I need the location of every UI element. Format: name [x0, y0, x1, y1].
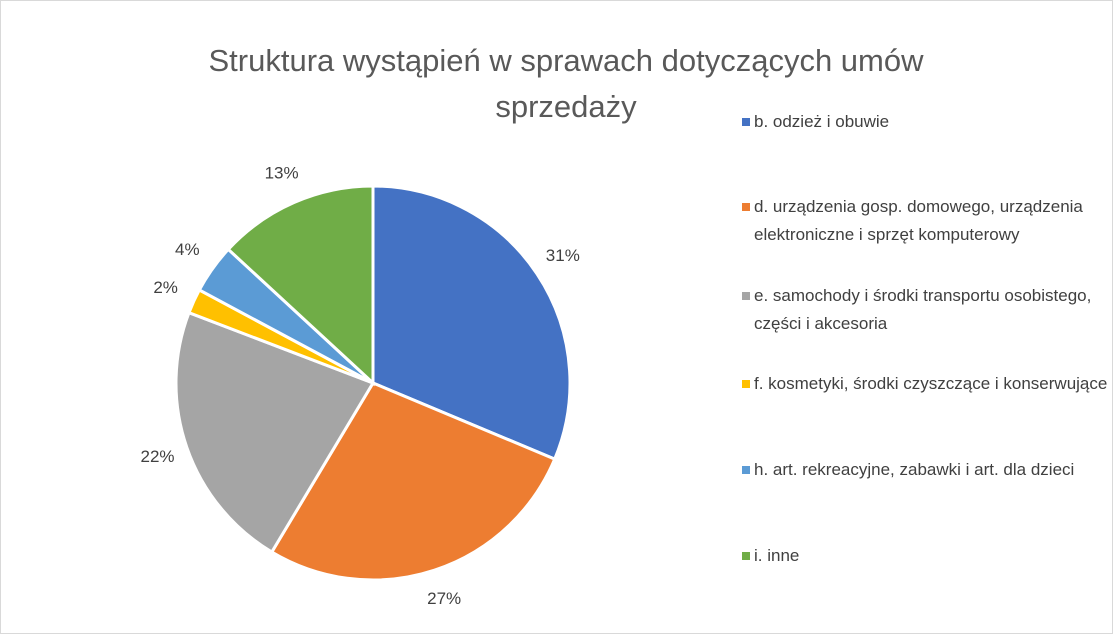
legend-item: d. urządzenia gosp. domowego, urządzenia… — [742, 193, 1113, 249]
legend-item: e. samochody i środki transportu osobist… — [742, 282, 1113, 338]
legend-item: b. odzież i obuwie — [742, 108, 1113, 136]
legend-label: d. urządzenia gosp. domowego, urządzenia… — [754, 197, 1083, 244]
data-label: 4% — [175, 240, 200, 259]
pie-slice — [174, 310, 376, 555]
legend-swatch — [742, 118, 750, 126]
legend-swatch — [742, 292, 750, 300]
data-label: 31% — [546, 246, 580, 265]
data-label: 2% — [153, 278, 178, 297]
data-label: 27% — [427, 589, 461, 608]
legend-label: e. samochody i środki transportu osobist… — [754, 286, 1092, 333]
data-label: 13% — [265, 164, 299, 183]
legend-swatch — [742, 466, 750, 474]
legend-item: i. inne — [742, 542, 1113, 570]
pie-slice — [371, 184, 572, 462]
legend-swatch — [742, 203, 750, 211]
legend-label: b. odzież i obuwie — [754, 112, 890, 131]
legend-item: h. art. rekreacyjne, zabawki i art. dla … — [742, 456, 1113, 484]
legend-swatch — [742, 552, 750, 560]
chart-title: Struktura wystąpień w sprawach dotyczący… — [208, 43, 924, 124]
data-label: 22% — [141, 447, 175, 466]
pie-slice — [226, 184, 375, 387]
pie-slice — [269, 381, 557, 582]
legend-swatch — [742, 380, 750, 388]
legend-label: i. inne — [754, 546, 800, 565]
legend-label: f. kosmetyki, środki czyszczące i konser… — [754, 374, 1108, 393]
legend-item: f. kosmetyki, środki czyszczące i konser… — [742, 370, 1113, 398]
legend-label: h. art. rekreacyjne, zabawki i art. dla … — [754, 460, 1075, 479]
